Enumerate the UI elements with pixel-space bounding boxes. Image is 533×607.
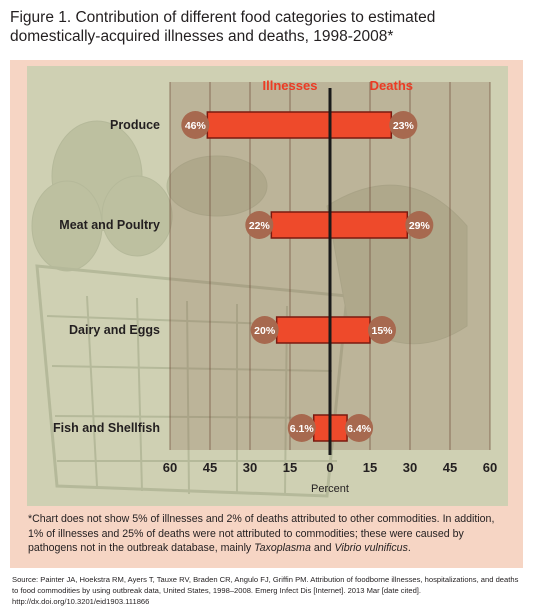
value-label-deaths-2: 15%: [371, 325, 393, 337]
tick-label-4: 0: [326, 460, 333, 475]
badge-deaths-2: [368, 316, 396, 344]
badge-illnesses-3: [287, 414, 316, 442]
category-label-0: Produce: [110, 118, 160, 132]
value-label-deaths-1: 29%: [409, 220, 431, 232]
header-deaths: Deaths: [370, 78, 413, 93]
tick-label-0: 60: [163, 460, 177, 475]
bar-deaths-1: [329, 211, 409, 239]
tick-label-6: 30: [403, 460, 417, 475]
bar-illnesses-2: [275, 316, 331, 344]
footnote-text-and: and: [310, 542, 335, 554]
value-label-illnesses-3: 6.1%: [290, 423, 315, 435]
butterfly-chart: Illnesses Deaths Produce 46% 23% Meat and Pou…: [53, 78, 497, 495]
tick-label-1: 45: [203, 460, 217, 475]
tick-label-7: 45: [443, 460, 457, 475]
category-label-2: Dairy and Eggs: [69, 323, 160, 337]
tick-label-2: 30: [243, 460, 257, 475]
value-label-illnesses-2: 20%: [254, 325, 276, 337]
badge-illnesses-2: [250, 316, 279, 344]
badge-deaths-1: [405, 211, 434, 239]
bar-illnesses-1: [270, 211, 331, 239]
badge-illnesses-0: [181, 111, 210, 139]
footnote-text: *Chart does not show 5% of illnesses and…: [28, 513, 495, 554]
footnote-text-end: .: [407, 542, 411, 554]
bar-illnesses-3: [312, 414, 331, 442]
bar-illnesses-0: [206, 111, 331, 139]
footnote-italic-taxoplasma: Taxoplasma: [254, 542, 311, 554]
source-citation: Source: Painter JA, Hoekstra RM, Ayers T…: [12, 575, 519, 606]
badge-deaths-3: [345, 414, 374, 442]
figure-title: Figure 1. Contribution of different food…: [10, 9, 436, 45]
bar-deaths-3: [329, 414, 348, 442]
chart-frame: Illnesses Deaths Produce 46% 23% Meat and Pou…: [10, 60, 523, 568]
tick-label-5: 15: [363, 460, 377, 475]
category-label-3: Fish and Shellfish: [53, 421, 160, 435]
header-illnesses: Illnesses: [263, 78, 318, 93]
category-label-1: Meat and Poultry: [59, 218, 160, 232]
badge-deaths-0: [389, 111, 418, 139]
value-label-deaths-3: 6.4%: [347, 423, 372, 435]
badge-illnesses-1: [245, 211, 274, 239]
value-label-illnesses-1: 22%: [249, 220, 271, 232]
tick-label-3: 15: [283, 460, 297, 475]
x-axis-title: Percent: [311, 483, 349, 495]
value-label-deaths-0: 23%: [393, 120, 415, 132]
value-label-illnesses-0: 46%: [185, 120, 207, 132]
footnote-italic-vibrio: Vibrio vulnificus: [334, 542, 408, 554]
bar-deaths-0: [329, 111, 393, 139]
tick-label-8: 60: [483, 460, 497, 475]
chart-footnote: *Chart does not show 5% of illnesses and…: [28, 512, 508, 556]
bar-deaths-2: [329, 316, 371, 344]
